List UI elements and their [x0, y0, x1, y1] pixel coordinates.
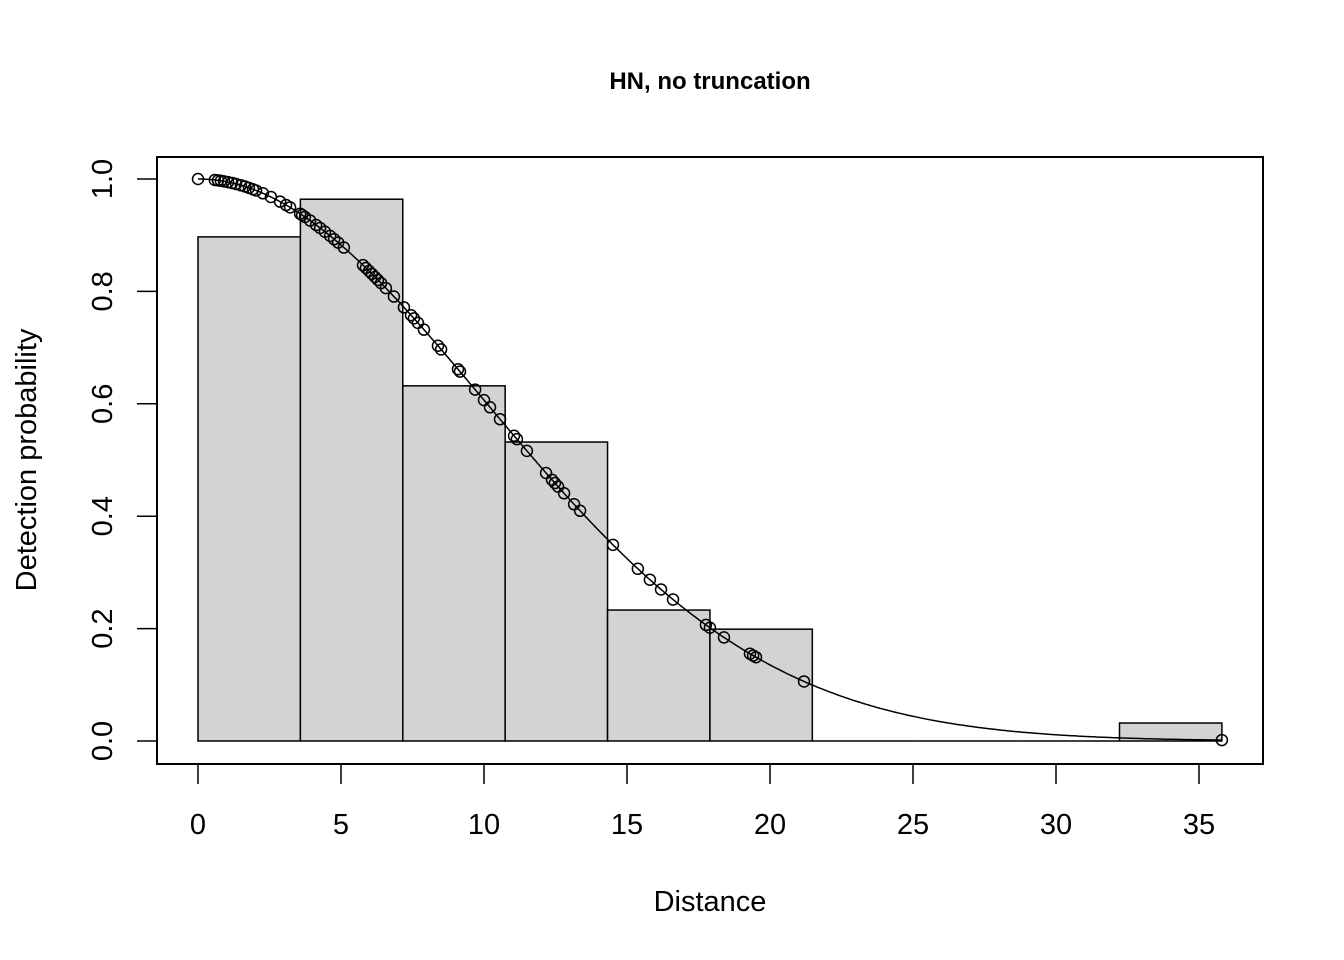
y-tick-label: 0.8 [87, 271, 119, 311]
x-tick-label: 30 [1040, 809, 1072, 841]
x-tick-label: 20 [754, 809, 786, 841]
observed-point [404, 308, 418, 322]
observed-point [309, 218, 323, 232]
observed-point [507, 429, 521, 443]
histogram-bar [606, 609, 711, 742]
observed-point [749, 650, 763, 664]
histogram-bars [197, 198, 1223, 742]
observed-point [249, 184, 263, 197]
observed-point [510, 432, 524, 446]
observed-point [387, 290, 401, 303]
observed-point [327, 232, 341, 246]
x-tick-label: 15 [611, 809, 643, 841]
observed-point [557, 487, 571, 500]
y-tick-label: 0.6 [87, 384, 119, 424]
observed-point [643, 573, 657, 586]
x-axis-label: Distance [654, 886, 767, 918]
histogram-bar [299, 198, 404, 742]
observed-point [520, 444, 534, 458]
x-tick-label: 25 [897, 809, 929, 841]
histogram-bar [1118, 722, 1223, 742]
observed-point [407, 312, 421, 325]
x-tick-label: 35 [1183, 809, 1215, 841]
observed-point [717, 631, 731, 644]
observed-point [468, 383, 482, 396]
observed-point [493, 412, 507, 426]
observed-point [273, 195, 287, 208]
plot-frame [156, 156, 1264, 765]
observed-point [431, 339, 445, 352]
observed-point [703, 621, 717, 635]
y-tick-label: 0.2 [87, 608, 119, 648]
observed-point [1215, 733, 1229, 747]
histogram-bar [197, 236, 302, 742]
observed-point [191, 172, 205, 186]
y-tick-label: 0.4 [87, 496, 119, 536]
y-tick-label: 1.0 [87, 159, 119, 199]
observed-point [631, 562, 645, 576]
observed-point [548, 476, 562, 490]
observed-point [666, 593, 680, 606]
observed-point [229, 177, 243, 191]
observed-point [451, 362, 465, 376]
observed-point [256, 187, 270, 200]
observed-point [434, 343, 448, 356]
observed-point [379, 281, 393, 295]
histogram-bar [504, 441, 609, 742]
x-tick-label: 10 [468, 809, 500, 841]
x-tick-label: 5 [333, 809, 349, 841]
observed-point [371, 273, 385, 287]
y-tick-label: 0.0 [87, 721, 119, 761]
histogram-bar [709, 628, 814, 742]
observed-point [483, 401, 497, 414]
y-axis-label: Detection probability [11, 328, 43, 591]
histogram-bar [402, 385, 506, 742]
x-axis: 0 5 10 15 20 25 30 35 [190, 763, 1215, 841]
observed-point [797, 675, 811, 688]
observed-point [337, 241, 351, 254]
observed-point [417, 323, 431, 336]
observed-point [453, 365, 467, 378]
observed-point [654, 583, 668, 596]
x-tick-label: 0 [190, 809, 206, 841]
chart-title: HN, no truncation [609, 68, 810, 95]
observed-point [573, 504, 587, 518]
observed-point [283, 201, 297, 214]
observed-point [397, 301, 411, 314]
observed-point [606, 538, 620, 552]
observed-points [191, 172, 1229, 747]
observed-point [323, 229, 337, 243]
